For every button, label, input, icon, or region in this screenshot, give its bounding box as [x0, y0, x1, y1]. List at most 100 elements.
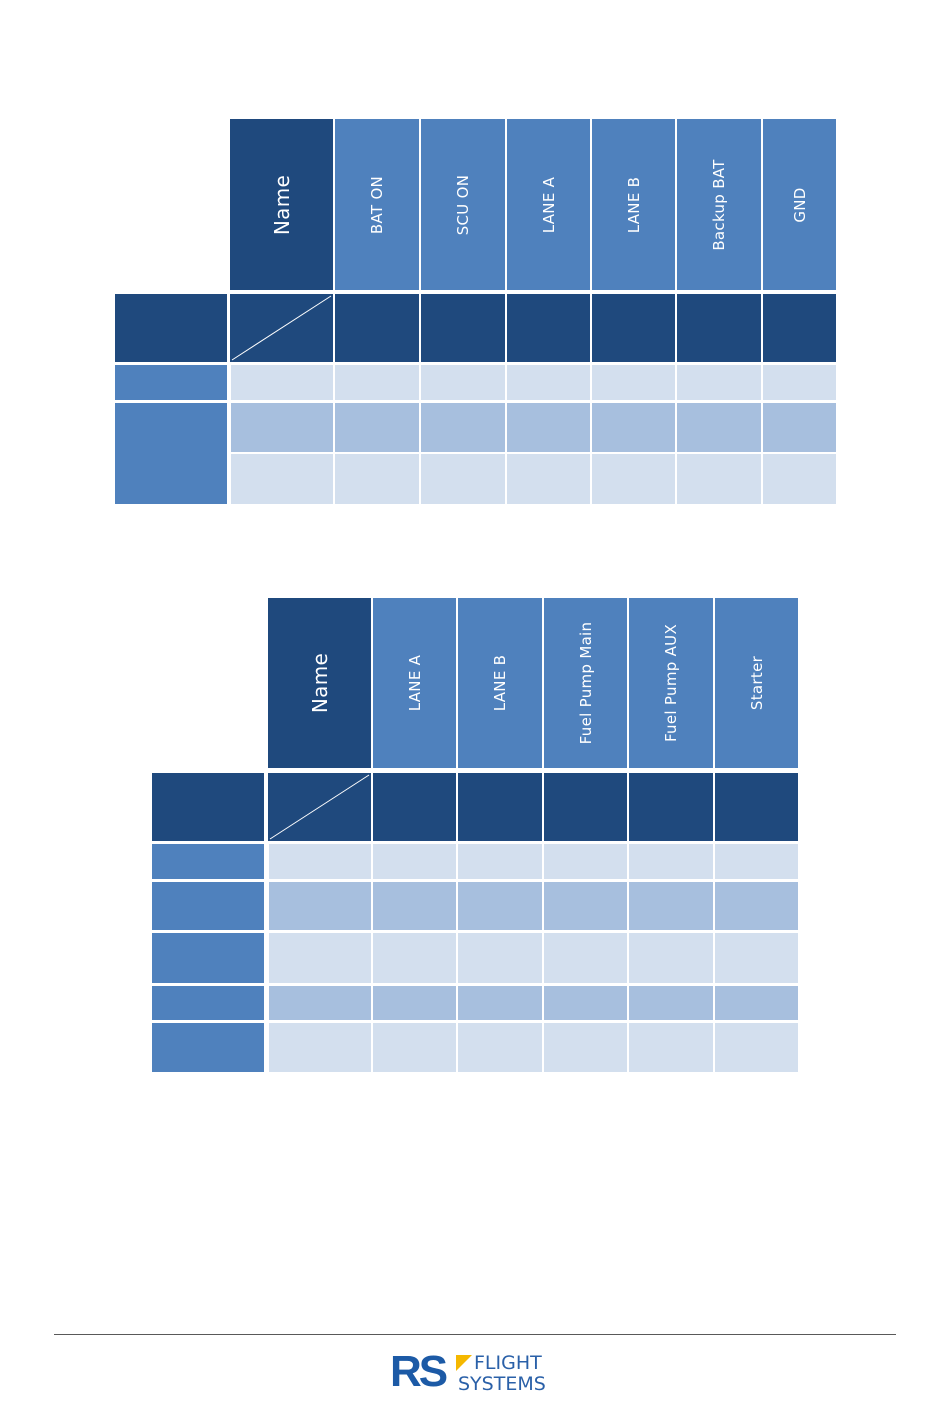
- footer-divider: [54, 1334, 896, 1335]
- table-cell: [677, 403, 761, 452]
- table-cell: [458, 933, 542, 983]
- diagonal-cell: [268, 773, 371, 841]
- column-header-label: SCU ON: [454, 174, 472, 235]
- table-cell: [507, 365, 590, 400]
- row-header-cell: [152, 882, 264, 930]
- company-logo: RS FLIGHT SYSTEMS: [390, 1348, 570, 1396]
- table-cell: [544, 844, 627, 879]
- name-header-cell: Name: [268, 598, 371, 768]
- table-cell: [421, 454, 505, 504]
- table-cell: [458, 882, 542, 930]
- diagonal-line: [231, 295, 332, 361]
- column-header: Fuel Pump Main: [544, 598, 627, 768]
- table-cell: [629, 986, 713, 1020]
- table-cell: [421, 365, 505, 400]
- table-cell: [544, 1023, 627, 1072]
- name-header: Name: [307, 652, 332, 714]
- table-cell: [269, 882, 371, 930]
- column-header-label: LANE A: [539, 176, 558, 233]
- table-cell: [373, 986, 456, 1020]
- column-header: LANE A: [373, 598, 456, 768]
- table-cell: [231, 365, 333, 400]
- table-cell: [373, 773, 456, 841]
- row-header-cell: [152, 986, 264, 1020]
- row-header-cell: [152, 773, 264, 841]
- table-cell: [592, 454, 675, 504]
- table-cell: [507, 294, 590, 362]
- column-header: SCU ON: [421, 119, 505, 290]
- table-cell: [544, 773, 627, 841]
- name-header: Name: [269, 174, 294, 235]
- table-cell: [763, 403, 836, 452]
- table-cell: [373, 933, 456, 983]
- name-header-cell: Name: [230, 119, 333, 290]
- table-cell: [335, 403, 419, 452]
- table-cell: [763, 365, 836, 400]
- logo-text-flight: FLIGHT: [474, 1352, 542, 1374]
- column-header: BAT ON: [335, 119, 419, 290]
- table-cell: [269, 933, 371, 983]
- table-cell: [677, 454, 761, 504]
- table-cell: [629, 1023, 713, 1072]
- table-cell: [677, 294, 761, 362]
- table-cell: [592, 365, 675, 400]
- table-cell: [335, 454, 419, 504]
- table-cell: [715, 1023, 798, 1072]
- column-header: LANE B: [458, 598, 542, 768]
- table-cell: [715, 882, 798, 930]
- table-cell: [629, 844, 713, 879]
- table-cell: [335, 365, 419, 400]
- row-header-cell: [115, 403, 227, 504]
- column-header-label: Fuel Pump Main: [576, 621, 595, 745]
- row-header-cell: [152, 1023, 264, 1072]
- column-header: Fuel Pump AUX: [629, 598, 713, 768]
- column-header: Starter: [715, 598, 798, 768]
- table-cell: [373, 844, 456, 879]
- table-cell: [458, 1023, 542, 1072]
- column-header-label: GND: [790, 186, 809, 223]
- column-header-label: BAT ON: [368, 175, 386, 234]
- table-cell: [458, 844, 542, 879]
- table-cell: [507, 454, 590, 504]
- column-header-label: Fuel Pump AUX: [662, 623, 680, 743]
- table-cell: [421, 403, 505, 452]
- table-cell: [715, 844, 798, 879]
- table-cell: [629, 933, 713, 983]
- column-header-label: Backup BAT: [710, 158, 728, 251]
- table-cell: [763, 294, 836, 362]
- diagonal-line: [269, 774, 370, 840]
- table-cell: [373, 1023, 456, 1072]
- table-cell: [458, 986, 542, 1020]
- table-cell: [592, 403, 675, 452]
- table-cell: [335, 294, 419, 362]
- table-cell: [544, 882, 627, 930]
- table-cell: [507, 403, 590, 452]
- row-header-cell: [152, 844, 264, 879]
- table-cell: [544, 986, 627, 1020]
- row-header-cell: [152, 933, 264, 983]
- table-cell: [269, 986, 371, 1020]
- table-cell: [458, 773, 542, 841]
- column-header-label: LANE B: [491, 654, 509, 712]
- column-header-label: Starter: [747, 655, 766, 711]
- logo-text-systems: SYSTEMS: [458, 1373, 546, 1395]
- table-cell: [231, 403, 333, 452]
- column-header: Backup BAT: [677, 119, 761, 290]
- row-header-cell: [115, 365, 227, 400]
- table-cell: [269, 1023, 371, 1072]
- table-cell: [677, 365, 761, 400]
- diagonal-cell: [230, 294, 333, 362]
- table-cell: [544, 933, 627, 983]
- table-cell: [629, 882, 713, 930]
- table-cell: [715, 986, 798, 1020]
- logo-letters: RS: [390, 1347, 448, 1396]
- column-header-label: LANE B: [624, 176, 643, 233]
- table-cell: [421, 294, 505, 362]
- table-cell: [592, 294, 675, 362]
- column-header: LANE B: [592, 119, 675, 290]
- table-cell: [373, 882, 456, 930]
- table-cell: [715, 773, 798, 841]
- table-cell: [715, 933, 798, 983]
- column-header: GND: [763, 119, 836, 290]
- table-cell: [231, 454, 333, 504]
